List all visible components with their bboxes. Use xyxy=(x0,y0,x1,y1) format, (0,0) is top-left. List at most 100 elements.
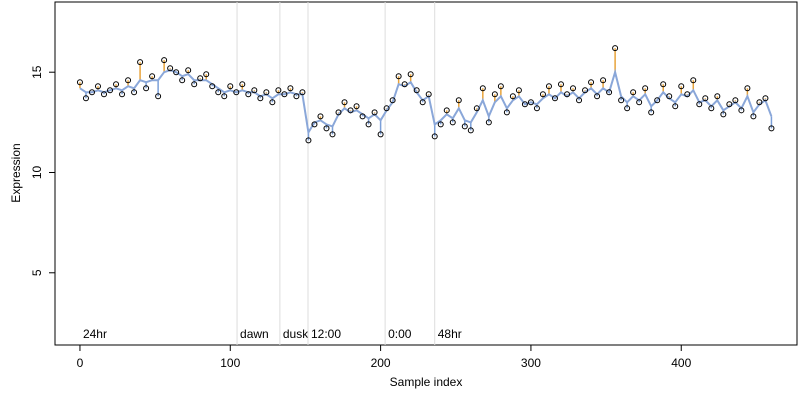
point xyxy=(696,101,703,108)
fit-line xyxy=(79,68,773,136)
point xyxy=(654,97,661,104)
point xyxy=(76,79,83,86)
point xyxy=(203,71,210,78)
point xyxy=(533,105,540,112)
point xyxy=(702,95,709,102)
point xyxy=(461,123,468,130)
point xyxy=(389,97,396,104)
point xyxy=(94,83,101,90)
point xyxy=(82,95,89,102)
phase-label: dusk xyxy=(283,327,309,341)
point xyxy=(624,105,631,112)
point xyxy=(750,113,757,120)
x-tick-label: 400 xyxy=(671,356,691,370)
point xyxy=(630,89,637,96)
point xyxy=(509,93,516,100)
point xyxy=(720,111,727,118)
x-tick-label: 200 xyxy=(371,356,391,370)
point xyxy=(762,95,769,102)
point xyxy=(359,113,366,120)
point xyxy=(455,97,462,104)
point xyxy=(383,105,390,112)
point xyxy=(419,99,426,106)
point xyxy=(768,125,775,132)
point xyxy=(527,99,534,106)
point xyxy=(251,87,258,94)
y-tick-label: 5 xyxy=(30,269,44,276)
point xyxy=(570,85,577,92)
point xyxy=(161,57,168,64)
point xyxy=(413,87,420,94)
x-tick-label: 0 xyxy=(77,356,84,370)
point xyxy=(125,77,132,84)
point xyxy=(744,85,751,92)
point xyxy=(227,83,234,90)
point xyxy=(341,99,348,106)
phase-label: dawn xyxy=(240,327,269,341)
point xyxy=(233,89,240,96)
point xyxy=(672,103,679,110)
point xyxy=(437,121,444,128)
point xyxy=(479,85,486,92)
point xyxy=(521,101,528,108)
point xyxy=(648,109,655,116)
point xyxy=(329,131,336,138)
point xyxy=(305,137,312,144)
point xyxy=(443,107,450,114)
point xyxy=(401,81,408,88)
point xyxy=(365,121,372,128)
point xyxy=(588,79,595,86)
point xyxy=(738,107,745,114)
point xyxy=(131,89,138,96)
point xyxy=(684,91,691,98)
point xyxy=(564,91,571,98)
point xyxy=(353,103,360,110)
point xyxy=(239,81,246,88)
point xyxy=(594,93,601,100)
point xyxy=(173,69,180,76)
point xyxy=(215,89,222,96)
point xyxy=(576,97,583,104)
phase-label: 48hr xyxy=(438,327,462,341)
point xyxy=(347,107,354,114)
y-axis-label: Expression xyxy=(9,143,23,202)
point xyxy=(557,81,564,88)
point xyxy=(245,91,252,98)
x-tick-label: 100 xyxy=(220,356,240,370)
point xyxy=(179,77,186,84)
point xyxy=(600,77,607,84)
point xyxy=(317,113,324,120)
point xyxy=(606,89,613,96)
phase-label: 0:00 xyxy=(388,327,412,341)
point xyxy=(732,97,739,104)
point xyxy=(113,81,120,88)
point xyxy=(714,93,721,100)
point xyxy=(425,91,432,98)
point xyxy=(335,109,342,116)
point xyxy=(407,71,414,78)
point xyxy=(287,85,294,92)
point xyxy=(660,81,667,88)
point xyxy=(137,59,144,66)
point xyxy=(395,73,402,80)
point xyxy=(101,91,108,98)
point xyxy=(221,93,228,100)
point xyxy=(377,131,384,138)
point xyxy=(491,91,498,98)
point xyxy=(293,93,300,100)
point xyxy=(551,95,558,102)
point xyxy=(708,105,715,112)
x-axis-label: Sample index xyxy=(390,375,463,389)
point xyxy=(311,121,318,128)
point xyxy=(107,87,114,94)
point xyxy=(756,99,763,106)
point xyxy=(371,109,378,116)
point xyxy=(666,93,673,100)
point xyxy=(263,89,270,96)
phase-label: 24hr xyxy=(83,327,107,341)
y-tick-label: 15 xyxy=(30,65,44,79)
point xyxy=(503,109,510,116)
point xyxy=(582,87,589,94)
point xyxy=(185,67,192,74)
